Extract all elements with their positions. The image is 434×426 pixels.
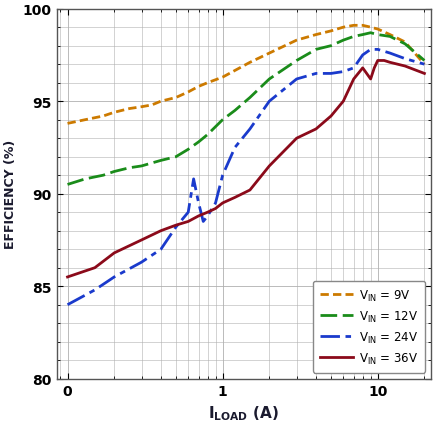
Legend: V$_{\mathregular{IN}}$ = 9V, V$_{\mathregular{IN}}$ = 12V, V$_{\mathregular{IN}}: V$_{\mathregular{IN}}$ = 9V, V$_{\mathre… — [312, 281, 424, 373]
X-axis label: I$_\mathregular{LOAD}$ (A): I$_\mathregular{LOAD}$ (A) — [208, 403, 279, 422]
Y-axis label: EFFICIENCY (%): EFFICIENCY (%) — [4, 140, 17, 249]
